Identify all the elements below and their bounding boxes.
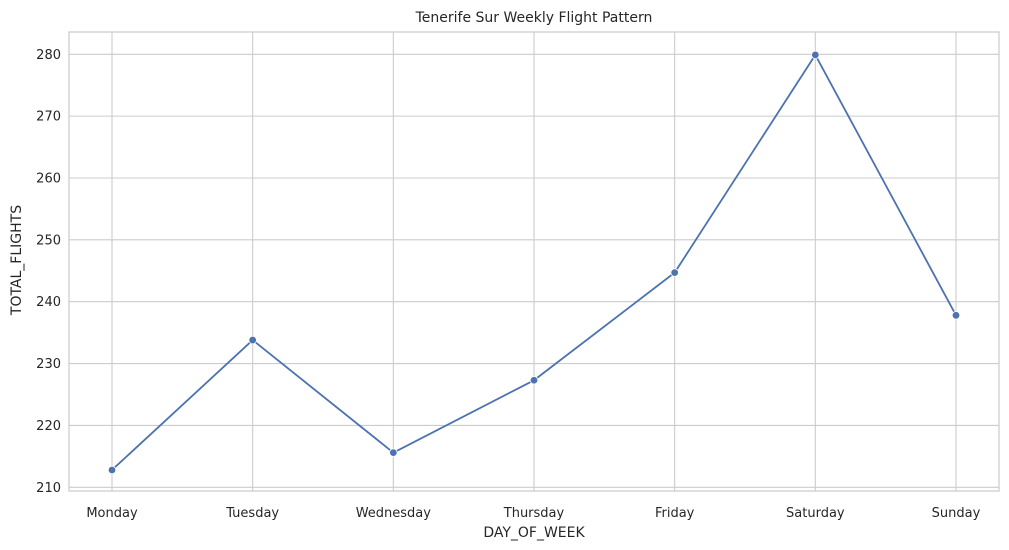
data-point[interactable] (951, 311, 961, 320)
y-tick-labels: 210 220 230 240 250 260 270 280 (36, 48, 61, 496)
data-point[interactable] (529, 376, 539, 385)
y-tick-label: 250 (36, 233, 61, 248)
series-layer (107, 50, 961, 475)
x-tick-label: Monday (86, 506, 138, 521)
plot-frame (68, 31, 1000, 492)
x-tick-label: Thursday (503, 506, 565, 521)
x-tick-labels: Monday Tuesday Wednesday Thursday Friday Satu… (86, 506, 980, 521)
y-tick-label: 240 (36, 295, 61, 310)
data-point[interactable] (670, 268, 679, 277)
x-tick-label: Saturday (786, 506, 845, 521)
y-tick-label: 210 (36, 481, 61, 496)
y-tick-label: 280 (36, 48, 61, 63)
x-tick-label: Sunday (932, 506, 981, 521)
y-tick-label: 260 (36, 171, 61, 186)
data-point[interactable] (389, 448, 398, 457)
y-tick-label: 270 (36, 110, 61, 125)
chart-title: Tenerife Sur Weekly Flight Pattern (415, 10, 653, 26)
data-point[interactable] (811, 50, 820, 60)
x-tick-label: Tuesday (225, 506, 279, 521)
y-axis-label: TOTAL_FLIGHTS (9, 205, 25, 316)
y-tick-label: 220 (36, 419, 61, 434)
y-tick-label: 230 (36, 357, 61, 372)
x-tick-label: Friday (655, 506, 695, 521)
data-point[interactable] (107, 465, 117, 475)
grid-lines (69, 32, 999, 491)
data-point[interactable] (248, 335, 257, 345)
x-axis-label: DAY_OF_WEEK (483, 525, 585, 541)
x-tick-label: Wednesday (356, 506, 432, 521)
